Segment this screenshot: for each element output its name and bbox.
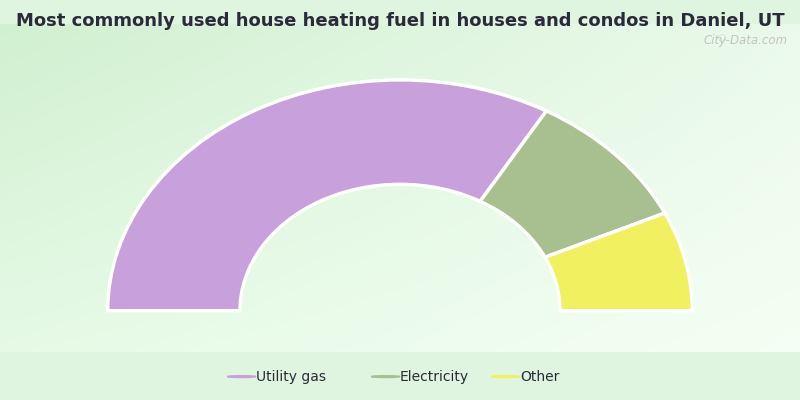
Text: City-Data.com: City-Data.com	[704, 34, 788, 47]
Text: Most commonly used house heating fuel in houses and condos in Daniel, UT: Most commonly used house heating fuel in…	[16, 12, 784, 30]
Text: ○: ○	[718, 33, 726, 43]
Wedge shape	[480, 111, 665, 257]
Wedge shape	[108, 80, 546, 311]
Text: Other: Other	[520, 370, 559, 384]
Text: Electricity: Electricity	[400, 370, 469, 384]
Circle shape	[371, 376, 400, 378]
Circle shape	[491, 376, 520, 378]
Wedge shape	[545, 213, 692, 311]
Circle shape	[227, 376, 256, 378]
Text: Utility gas: Utility gas	[256, 370, 326, 384]
